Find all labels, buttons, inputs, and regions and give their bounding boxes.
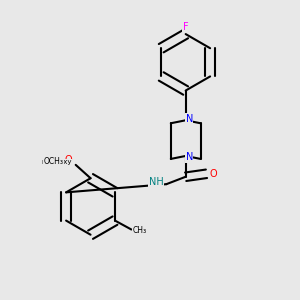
Text: NH: NH <box>148 177 163 187</box>
Text: methoxy: methoxy <box>41 160 72 166</box>
Text: O: O <box>64 155 72 165</box>
Text: N: N <box>185 152 193 162</box>
Text: OCH₃: OCH₃ <box>44 157 64 166</box>
Text: O: O <box>209 169 217 179</box>
Text: CH₃: CH₃ <box>133 226 147 236</box>
Text: F: F <box>183 22 188 32</box>
Text: N: N <box>185 114 193 124</box>
